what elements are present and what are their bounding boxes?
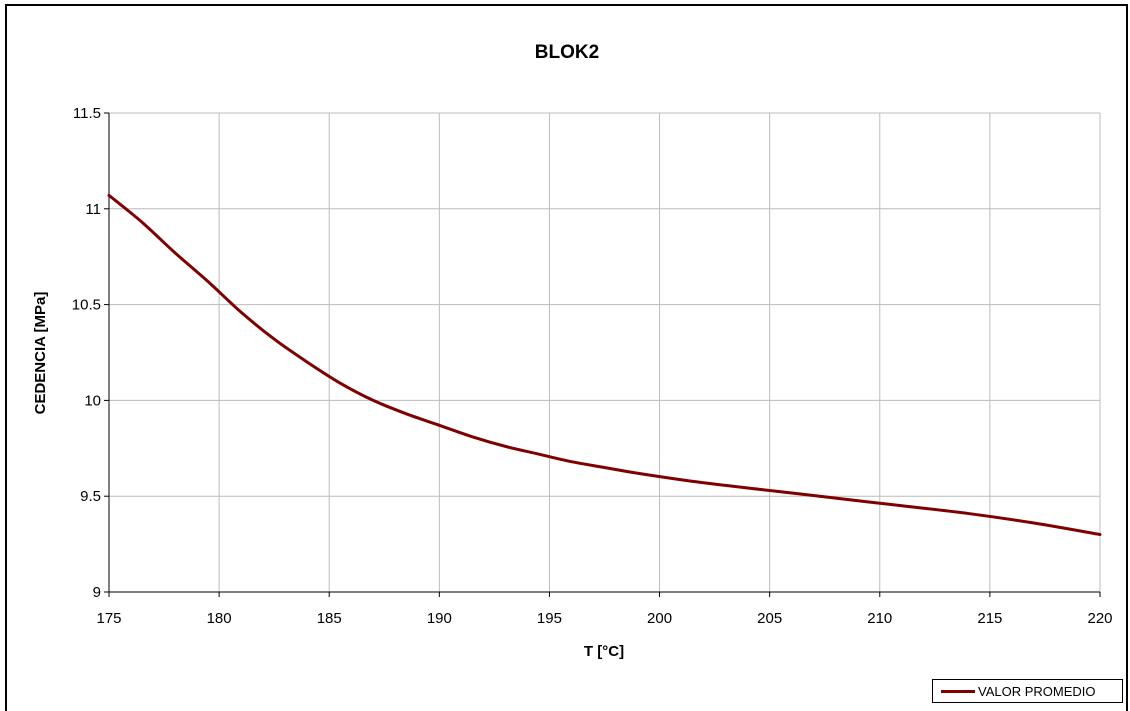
legend: VALOR PROMEDIO	[932, 679, 1123, 703]
y-tick-label: 11.5	[73, 105, 101, 122]
y-axis-label: CEDENCIA [MPa]	[32, 292, 49, 415]
x-tick-label: 190	[427, 610, 452, 627]
y-tick-label: 9.5	[80, 488, 101, 505]
x-tick-label: 205	[757, 610, 782, 627]
x-tick-label: 215	[977, 610, 1002, 627]
x-axis-label: T [°C]	[584, 643, 624, 660]
x-tick-label: 200	[647, 610, 672, 627]
chart-title: BLOK2	[535, 42, 599, 63]
x-tick-label: 180	[207, 610, 232, 627]
series-line-0	[107, 193, 1102, 537]
legend-swatch	[941, 689, 975, 693]
axis-ticks: 175 180 185 190 195 200 205 210 215 220 9 9.5 10 10.5…	[72, 105, 1113, 627]
x-tick-label: 195	[537, 610, 562, 627]
legend-label: VALOR PROMEDIO	[978, 683, 1096, 699]
x-tick-label: 175	[96, 610, 121, 627]
y-tick-label: 9	[93, 584, 101, 601]
x-tick-label: 220	[1087, 610, 1112, 627]
grid-lines	[109, 112, 1101, 592]
x-tick-label: 210	[867, 610, 892, 627]
chart-frame	[5, 4, 1128, 711]
y-tick-label: 11	[85, 201, 101, 218]
series-layer	[107, 193, 1102, 537]
y-tick-label: 10	[84, 392, 101, 409]
x-tick-label: 185	[317, 610, 342, 627]
y-tick-label: 10.5	[72, 297, 101, 314]
